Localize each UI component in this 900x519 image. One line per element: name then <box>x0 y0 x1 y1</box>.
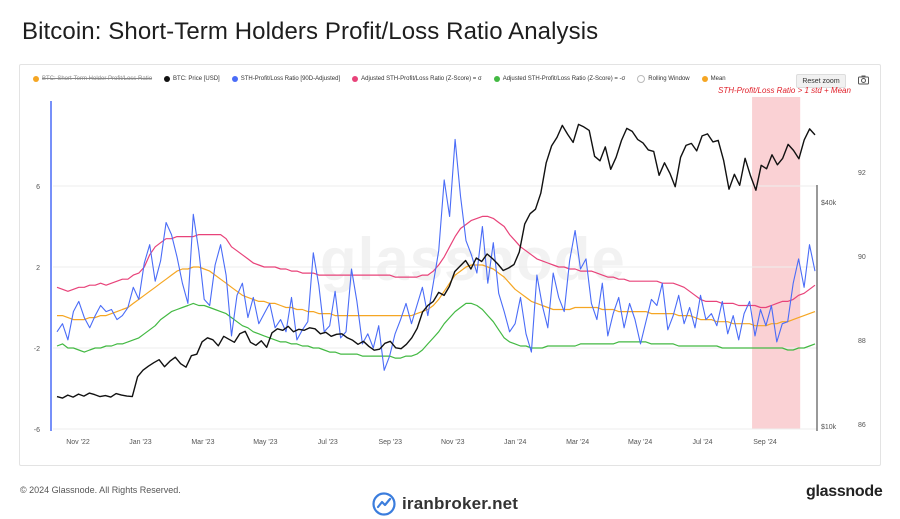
right-tick-label: 92 <box>858 170 866 177</box>
highlight-region <box>752 97 801 429</box>
x-tick-label: Jan '23 <box>129 439 151 446</box>
highlight-annotation: STH-Profit/Loss Ratio > 1 std + Mean <box>718 86 851 95</box>
legend-swatch <box>164 76 171 82</box>
series-line-adjusted-sth-profit-loss-ratio-z-score <box>56 215 816 309</box>
legend-swatch <box>231 76 238 82</box>
price-axis-label: $10k <box>821 424 837 431</box>
x-tick-label: Jul '23 <box>318 439 338 446</box>
legend-swatch <box>33 76 39 82</box>
right-tick-label: 86 <box>858 422 866 429</box>
x-tick-label: Jul '24 <box>693 439 713 446</box>
legend-swatch <box>701 76 708 82</box>
series-line-mean <box>57 264 816 327</box>
legend-label: Mean <box>710 76 726 82</box>
right-tick-label: 88 <box>858 338 866 345</box>
iranbroker-logo-icon <box>372 492 396 516</box>
y-tick-label: -6 <box>34 427 40 434</box>
legend-item[interactable]: Adjusted STH-Profit/Loss Ratio (Z-Score)… <box>493 76 626 82</box>
legend-item[interactable]: Mean <box>701 76 726 82</box>
chart-card: BTC: Short-Term Holder Profit/Loss Ratio… <box>19 64 881 466</box>
camera-icon[interactable] <box>858 75 869 85</box>
x-tick-label: Nov '22 <box>66 439 90 446</box>
legend-swatch <box>352 76 359 82</box>
chart-title: Bitcoin: Short-Term Holders Profit/Loss … <box>22 18 599 45</box>
y-tick-label: 6 <box>36 184 40 191</box>
x-tick-label: Jan '24 <box>504 439 526 446</box>
x-tick-label: Sep '24 <box>753 439 777 446</box>
legend-label: Adjusted STH-Profit/Loss Ratio (Z-Score)… <box>361 76 482 82</box>
copyright-text: © 2024 Glassnode. All Rights Reserved. <box>20 485 181 495</box>
x-tick-label: Mar '24 <box>566 439 589 446</box>
right-tick-label: 90 <box>858 254 866 261</box>
series-line-sth-profit-loss-ratio-90d-adjusted <box>56 138 816 371</box>
legend-item[interactable]: BTC: Short-Term Holder Profit/Loss Ratio <box>33 76 152 82</box>
y-tick-label: 2 <box>36 265 40 272</box>
iranbroker-watermark: iranbroker.net <box>372 492 518 516</box>
legend-item[interactable]: Rolling Window <box>637 75 690 83</box>
legend-label: BTC: Price [USD] <box>173 76 220 82</box>
y-tick-label: -2 <box>34 346 40 353</box>
legend-item[interactable]: STH-Profit/Loss Ratio [90D-Adjusted] <box>231 76 341 82</box>
x-tick-label: Mar '23 <box>191 439 214 446</box>
legend-label: Rolling Window <box>648 76 690 82</box>
series-line-btc-price-usd <box>56 123 816 399</box>
series-line-adjusted-sth-profit-loss-ratio-z-score <box>56 302 816 359</box>
reset-zoom-button[interactable]: Reset zoom <box>796 74 846 88</box>
legend-swatch <box>493 76 500 82</box>
legend-swatch <box>637 75 646 83</box>
x-tick-label: Nov '23 <box>441 439 465 446</box>
legend-item[interactable]: Adjusted STH-Profit/Loss Ratio (Z-Score)… <box>352 76 482 82</box>
watermark-site-text: iranbroker.net <box>402 494 519 513</box>
legend-label: STH-Profit/Loss Ratio [90D-Adjusted] <box>240 76 341 82</box>
x-tick-label: May '24 <box>628 439 652 446</box>
price-axis-label: $40k <box>821 200 837 207</box>
x-tick-label: May '23 <box>253 439 277 446</box>
legend-label: BTC: Short-Term Holder Profit/Loss Ratio <box>42 76 153 82</box>
glassnode-brand: glassnode <box>806 483 883 500</box>
legend-label: Adjusted STH-Profit/Loss Ratio (Z-Score)… <box>502 76 626 82</box>
x-tick-label: Sep '23 <box>379 439 403 446</box>
chart-legend: BTC: Short-Term Holder Profit/Loss Ratio… <box>33 72 870 86</box>
legend-item[interactable]: BTC: Price [USD] <box>164 76 220 82</box>
chart-plot-area: 6 2 -2 -6 92 90 88 86 $40k $10k Nov '22 Jan '23 Mar … <box>34 97 866 446</box>
